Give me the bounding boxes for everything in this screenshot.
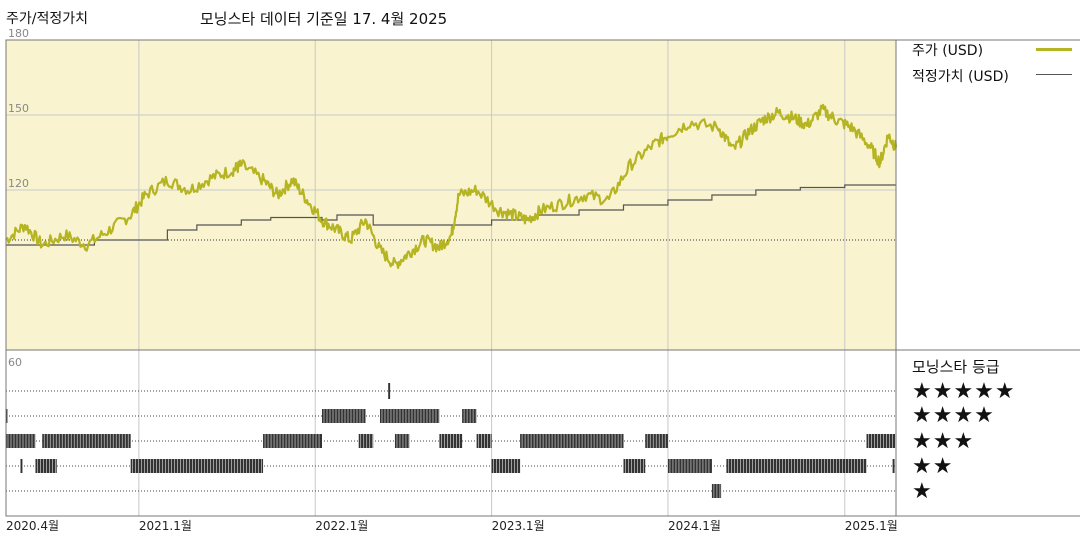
x-tick-label: 2022.1월 [315, 519, 368, 533]
rating-bar-2-star [20, 459, 23, 473]
rating-bar-3-star [263, 434, 322, 448]
star-row-2: ★★ [912, 454, 954, 479]
rating-bar-3-star [42, 434, 131, 448]
price-line [5, 103, 898, 269]
x-tick-label: 2024.1월 [668, 519, 721, 533]
x-tick-label: 2020.4월 [6, 519, 59, 533]
rating-bar-2-star [667, 459, 712, 473]
rating-bar-fill [439, 434, 463, 448]
rating-bar-fill [711, 484, 722, 498]
rating-bar-2-star [130, 459, 264, 473]
rating-bar-fill [42, 434, 131, 448]
x-tick-label: 2023.1월 [492, 519, 545, 533]
rating-bar-fill [892, 459, 895, 473]
rating-bar-4-star [462, 409, 477, 423]
rating-bar-fill [491, 459, 521, 473]
rating-bar-2-star [892, 459, 895, 473]
rating-bar-fill [726, 459, 867, 473]
rating-bar-fill [358, 434, 374, 448]
price-ytick-label: 180 [8, 27, 29, 40]
rating-bar-2-star [623, 459, 646, 473]
legend-fair-swatch [1036, 74, 1072, 75]
rating-bar-fill [394, 434, 410, 448]
rating-panel-border [5, 349, 897, 517]
rating-bar-3-star [476, 434, 492, 448]
x-tick-label: 2025.1월 [845, 519, 898, 533]
rating-bar-fill [130, 459, 264, 473]
legend-price-swatch [1036, 48, 1072, 51]
rating-bar-3-star [520, 434, 624, 448]
rating-bar-fill [20, 459, 23, 473]
rating-bar-fill [462, 409, 477, 423]
rating-bar-3-star [6, 434, 36, 448]
rating-bar-3-star [439, 434, 463, 448]
rating-ytick-label: 60 [8, 356, 22, 369]
x-tick-label: 2021.1월 [139, 519, 192, 533]
star-row-5: ★★★★★ [912, 379, 1016, 404]
price-panel-border [5, 39, 897, 351]
rating-bar-fill [263, 434, 322, 448]
rating-bar-fill [6, 434, 36, 448]
rating-bar-4-star [321, 409, 366, 423]
fair-value-line [6, 184, 896, 246]
rating-panel-bg [6, 350, 896, 516]
price-ytick-label: 120 [8, 177, 29, 190]
star-row-3: ★★★ [912, 429, 975, 454]
rating-bar-4-star [6, 409, 8, 423]
rating-bar-fill [866, 434, 896, 448]
rating-bar-fill [321, 409, 366, 423]
star-row-1: ★ [912, 479, 933, 504]
rating-bar-2-star [491, 459, 521, 473]
rating-bar-fill [476, 434, 492, 448]
rating-bar-2-star [35, 459, 57, 473]
rating-bar-fill [520, 434, 624, 448]
rating-bar-fill [35, 459, 57, 473]
legend-fair-label: 적정가치 (USD) [912, 69, 1009, 85]
rating-bar-2-star [726, 459, 867, 473]
rating-bar-fill [667, 459, 712, 473]
rating-bar-fill [6, 409, 8, 423]
rating-bar-fill [388, 383, 391, 399]
rating-bar-3-star [394, 434, 410, 448]
chart-left-title: 주가/적정가치 [6, 11, 88, 27]
rating-bar-3-star [645, 434, 668, 448]
star-row-4: ★★★★ [912, 403, 995, 428]
rating-bar-fill [379, 409, 440, 423]
rating-bar-3-star [866, 434, 896, 448]
price-ytick-label: 150 [8, 102, 29, 115]
price-panel-bg [6, 40, 896, 350]
rating-bar-5-star [388, 383, 391, 399]
rating-bar-fill [623, 459, 646, 473]
legend-price-label: 주가 (USD) [912, 43, 984, 59]
rating-title: 모닝스타 등급 [912, 358, 1000, 376]
rating-bar-1-star [711, 484, 722, 498]
rating-bar-4-star [379, 409, 440, 423]
chart-subtitle: 모닝스타 데이터 기준일 17. 4월 2025 [200, 10, 448, 28]
rating-bar-3-star [358, 434, 374, 448]
rating-bar-fill [645, 434, 668, 448]
